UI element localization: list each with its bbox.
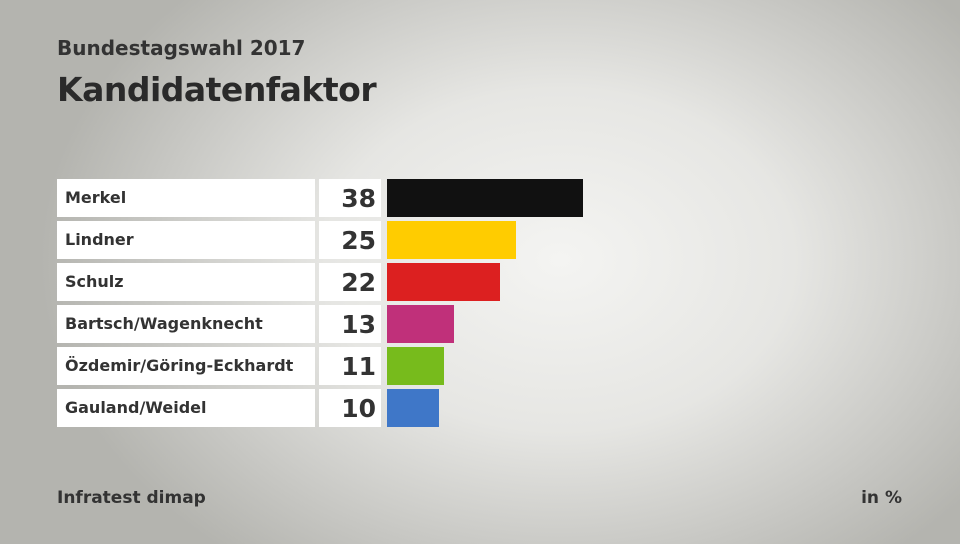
value-label: 13 <box>319 305 381 343</box>
bar <box>387 389 439 427</box>
bar <box>387 179 583 217</box>
bar <box>387 221 516 259</box>
value-label: 11 <box>319 347 381 385</box>
bar <box>387 347 444 385</box>
value-label: 10 <box>319 389 381 427</box>
category-label: Gauland/Weidel <box>57 389 315 427</box>
bar <box>387 263 501 301</box>
value-label: 25 <box>319 221 381 259</box>
category-label: Schulz <box>57 263 315 301</box>
bar <box>387 305 455 343</box>
unit-label: in % <box>861 488 902 508</box>
value-label: 38 <box>319 179 381 217</box>
chart-supertitle: Bundestagswahl 2017 <box>57 36 306 60</box>
value-label: 22 <box>319 263 381 301</box>
category-label: Lindner <box>57 221 315 259</box>
category-label: Merkel <box>57 179 315 217</box>
category-label: Özdemir/Göring-Eckhardt <box>57 347 315 385</box>
category-label: Bartsch/Wagenknecht <box>57 305 315 343</box>
chart-title: Kandidatenfaktor <box>57 70 377 109</box>
source-label: Infratest dimap <box>57 488 206 508</box>
